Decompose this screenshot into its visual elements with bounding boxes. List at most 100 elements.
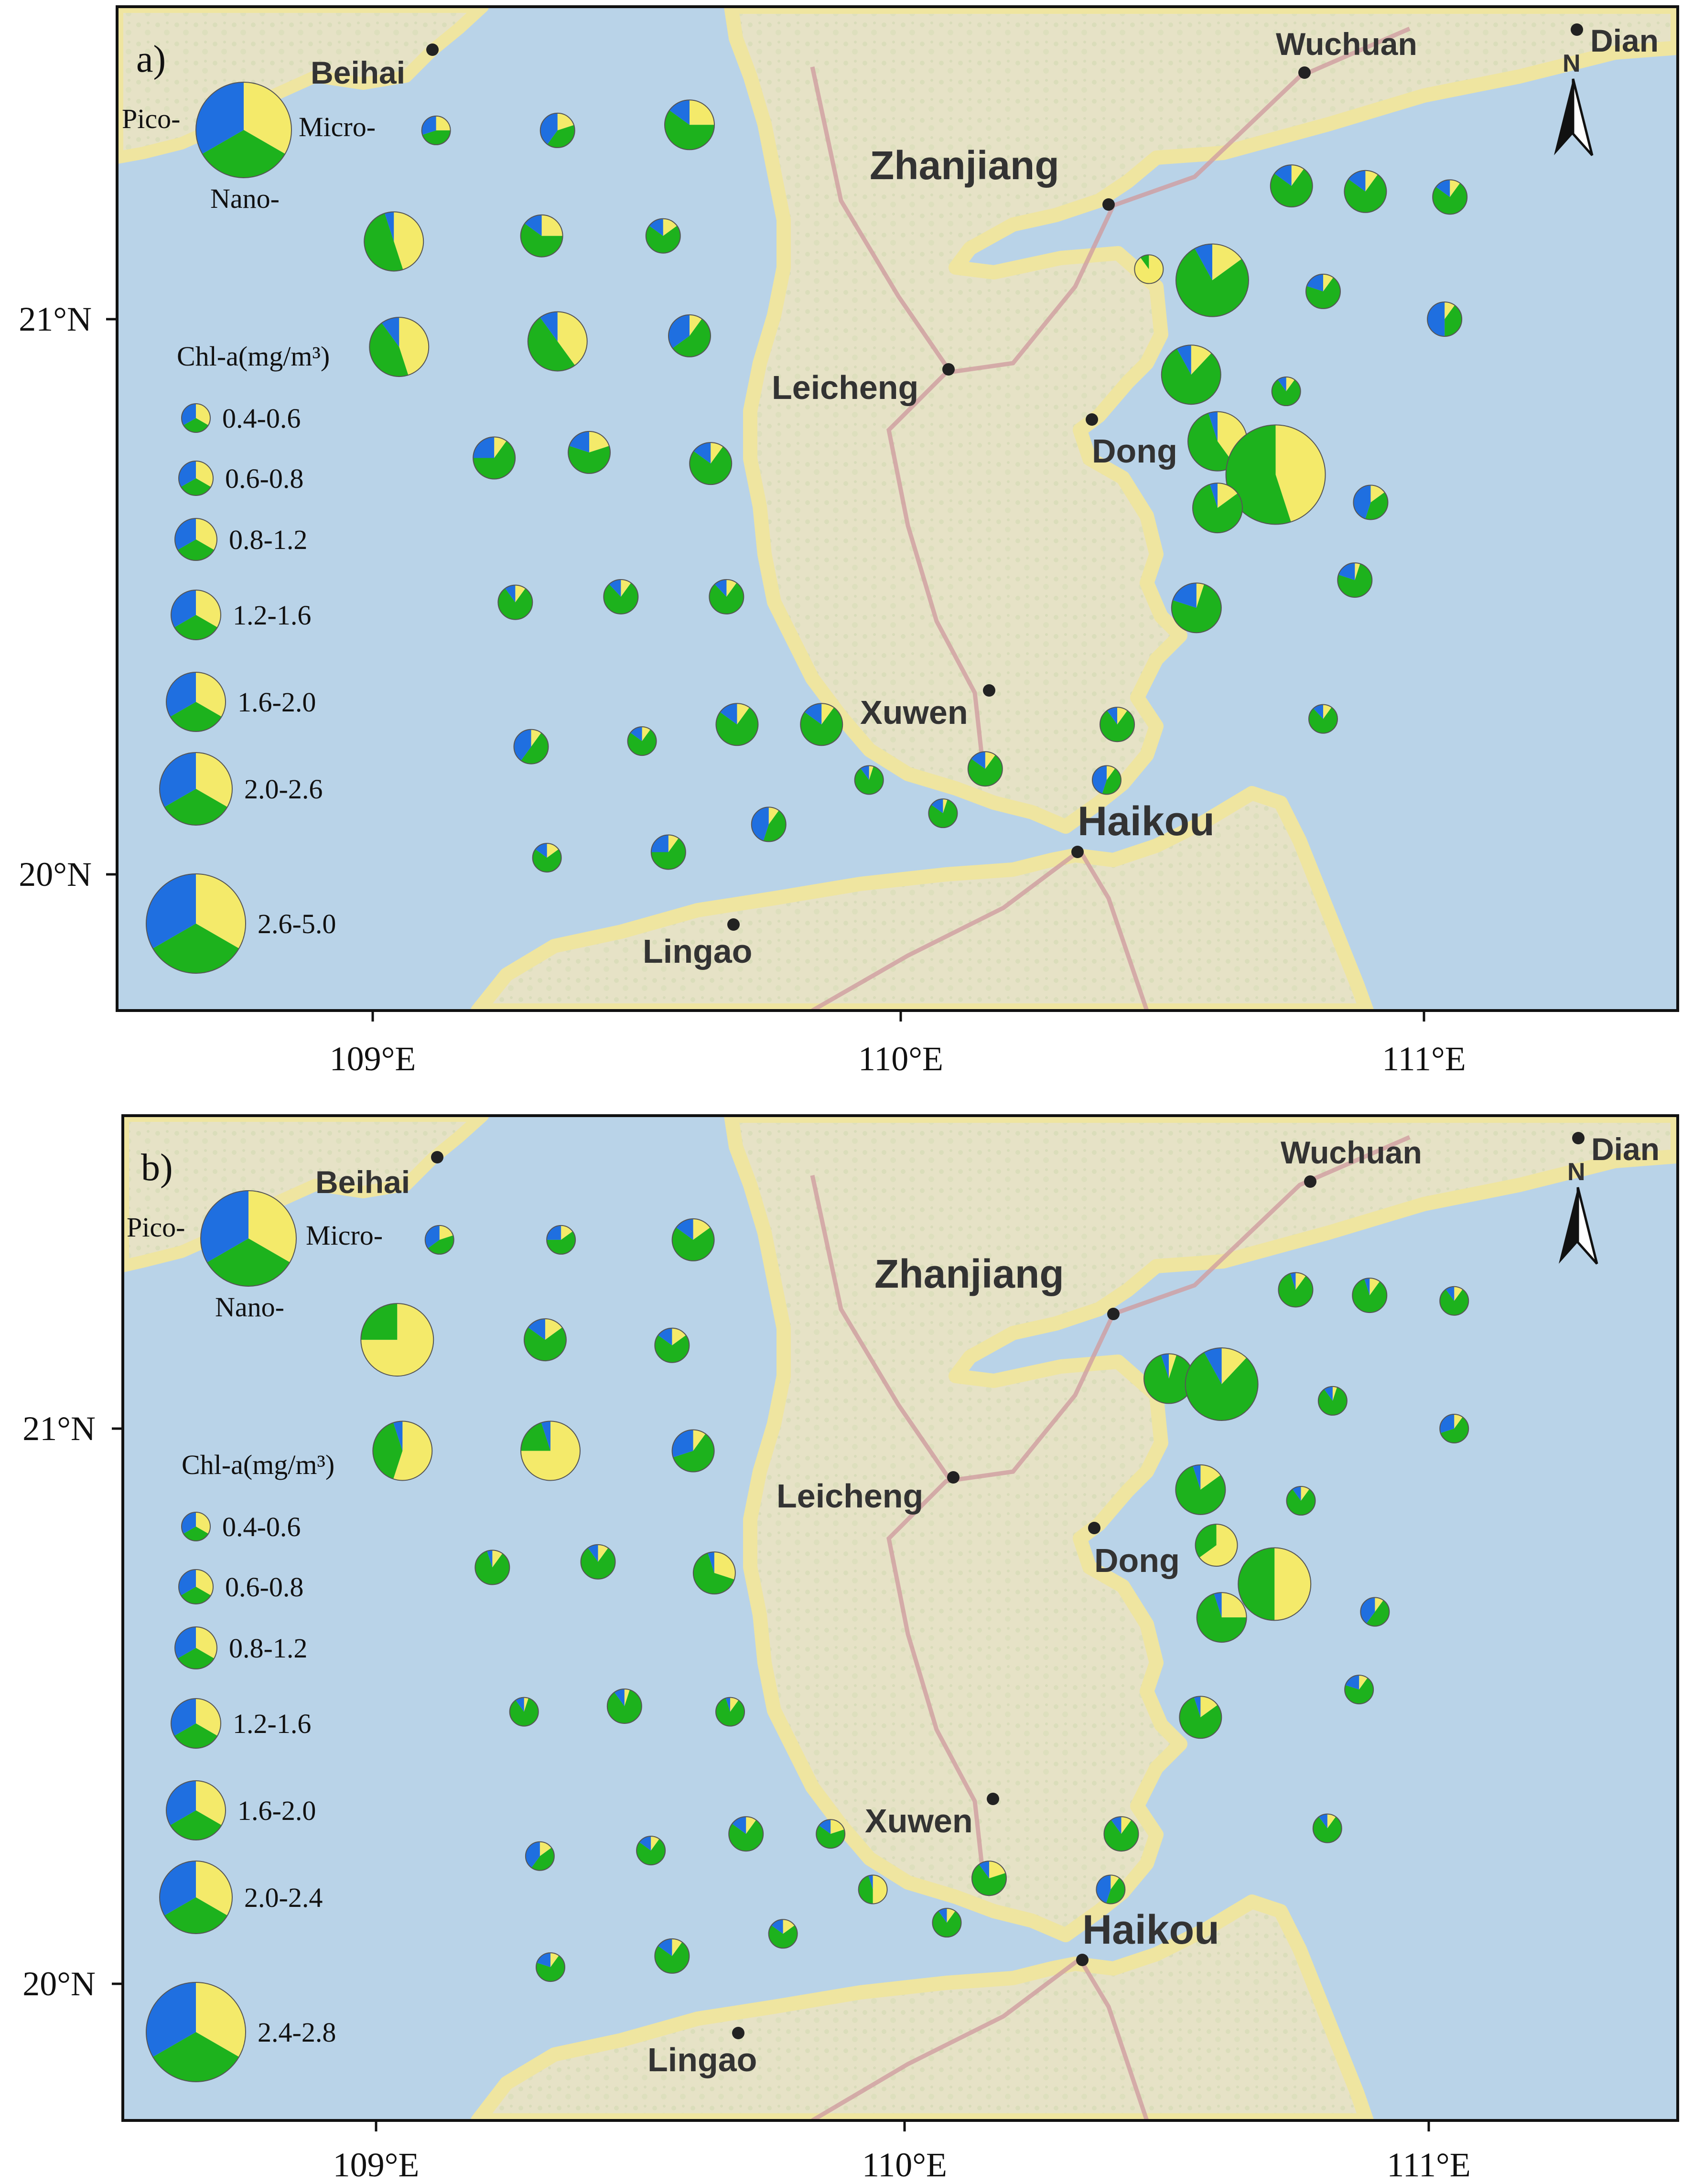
micro-slice [561,1225,573,1240]
station-pie [800,703,843,746]
micro-slice [1199,1524,1238,1566]
pie-outline [1432,179,1468,215]
nano-slice [1140,255,1149,269]
micro-slice [1274,1548,1311,1621]
pico-slice [166,672,196,717]
pico-slice [1436,180,1450,197]
station-pie [1171,582,1222,634]
nano-slice [183,418,208,433]
station-pie [854,765,884,795]
pico-slice [547,1225,561,1240]
station-pie [1337,562,1373,598]
pico-slice [1292,1486,1301,1501]
pie-outline [1427,301,1463,337]
nano-slice [627,729,657,756]
micro-slice [531,729,541,747]
label-leicheng-a: Leicheng [772,369,918,406]
micro-slice [989,1861,1006,1879]
micro-slice [196,672,226,717]
micro-slice [1191,345,1212,375]
pico-slice [676,1218,693,1240]
nano-slice [1306,277,1341,309]
nano-slice [816,1825,845,1849]
nano-slice [646,226,680,253]
station-pie [1439,1414,1469,1443]
station-pie [654,1938,690,1974]
pie-outline [1337,562,1373,598]
micro-slice [711,442,723,464]
x-tick-110-a: 110°E [858,1040,943,1078]
nano-slice [655,1335,690,1363]
label-wuchuan-a: Wuchuan [1276,26,1417,62]
legend-pico-a: Pico- [122,103,180,134]
pie-outline [636,1836,666,1866]
pie-outline [645,218,681,254]
pico-slice [171,590,196,627]
pico-slice [537,1953,550,1968]
station-pie [364,211,424,272]
nano-slice [800,707,843,746]
micro-slice [690,314,702,336]
pie-outline [535,1952,565,1982]
pico-slice [516,1697,524,1712]
micro-slice [663,218,677,236]
station-pie [709,579,744,614]
pico-slice [381,317,399,347]
pico-slice [971,752,985,769]
pie-outline [520,1420,581,1481]
pico-slice [1348,170,1366,192]
nano-slice [568,446,611,473]
station-pie [606,1689,642,1724]
pie-outline [1196,1592,1247,1643]
pie-outline [650,834,686,870]
pico-slice [672,1430,693,1458]
nano-slice [177,539,215,560]
station-pie [1278,1272,1314,1308]
nano-slice [636,1839,666,1865]
nano-slice [183,1527,208,1541]
nano-slice [152,924,239,974]
pie-outline [1270,164,1313,208]
pico-slice [487,1550,493,1568]
legend-size-label: 1.2-1.6 [233,600,311,631]
micro-slice [873,1875,887,1904]
pie-outline [1091,765,1121,795]
pico-slice [1440,1414,1455,1433]
nano-slice [1445,305,1462,336]
y-tick-21-a: 21°N [19,300,92,338]
pie-outline [728,1816,764,1852]
nano-slice [763,810,786,842]
nano-slice [768,1925,798,1948]
label-leicheng-b: Leicheng [776,1477,923,1515]
pie-outline [1185,1347,1259,1421]
legend-size-label: 0.6-0.8 [225,463,303,494]
nano-slice [1345,1678,1374,1704]
nano-slice [532,849,561,872]
pico-slice [1107,707,1118,725]
station-pie [1305,273,1341,309]
nano-slice [1175,248,1249,317]
legend-size-label: 0.8-1.2 [229,1633,307,1664]
micro-slice [196,1982,246,2057]
micro-slice [521,1421,580,1481]
micro-slice [985,752,995,769]
nano-slice [181,478,211,496]
nano-slice [373,1422,403,1479]
station-pie [474,1549,510,1585]
nano-slice [422,130,451,145]
pie-outline [1195,1524,1238,1567]
station-pie [1192,483,1243,534]
station-pie [360,1303,434,1377]
pie-outline [174,518,217,561]
legend-size-pie [171,1698,221,1749]
nano-slice [1278,1273,1313,1307]
pico-slice [393,1421,403,1451]
station-pie [636,1836,666,1866]
nano-slice [672,319,711,357]
station-pie [1179,1696,1222,1739]
micro-slice [1295,1272,1306,1290]
station-pies-b [360,1218,1469,1982]
label-haikou-a: Haikou [1078,798,1215,844]
pico-slice [658,1328,672,1345]
pie-outline [1238,1547,1312,1621]
